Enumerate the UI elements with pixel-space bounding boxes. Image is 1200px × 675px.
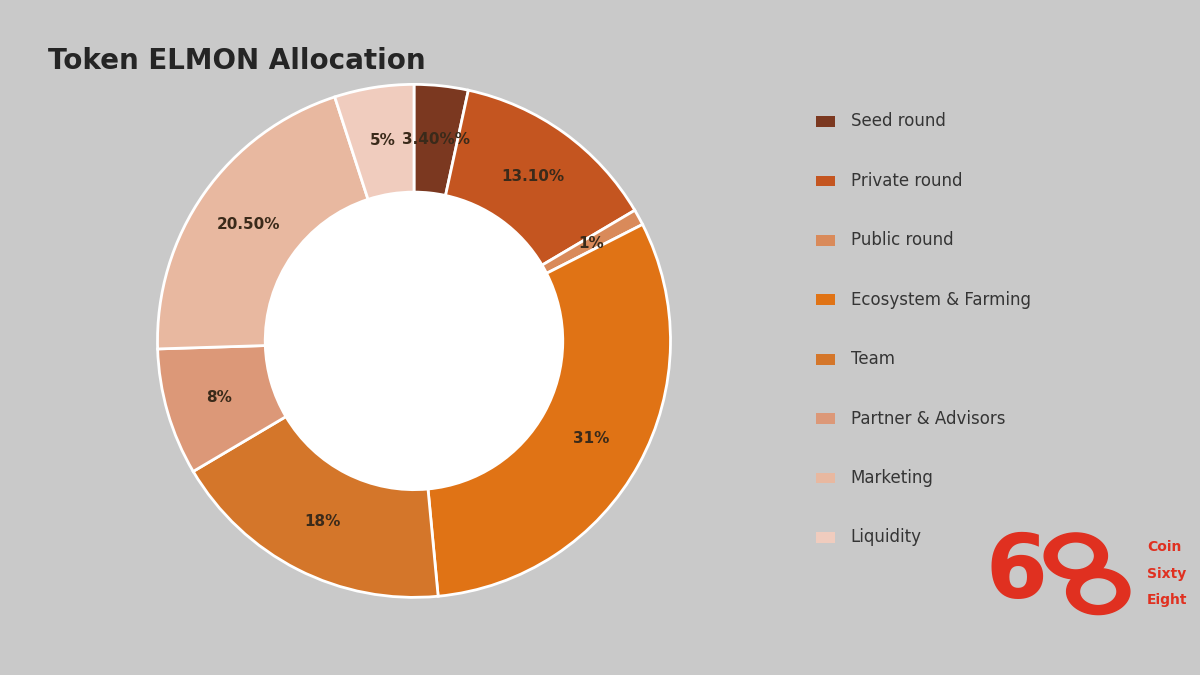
Polygon shape <box>1044 533 1108 579</box>
Polygon shape <box>1067 568 1130 614</box>
Text: Liquidity: Liquidity <box>851 529 922 546</box>
Text: Private round: Private round <box>851 172 962 190</box>
Wedge shape <box>157 97 368 349</box>
Text: 6: 6 <box>985 531 1048 617</box>
Wedge shape <box>335 84 414 199</box>
Polygon shape <box>1058 543 1093 568</box>
Wedge shape <box>193 416 438 597</box>
Text: 1%: 1% <box>578 236 605 250</box>
Wedge shape <box>414 84 468 196</box>
Text: Partner & Advisors: Partner & Advisors <box>851 410 1006 427</box>
Text: 13.10%: 13.10% <box>502 169 564 184</box>
Wedge shape <box>157 346 286 471</box>
Text: Ecosystem & Farming: Ecosystem & Farming <box>851 291 1031 308</box>
Text: 20.50%: 20.50% <box>216 217 280 232</box>
Wedge shape <box>542 211 642 273</box>
Text: Token ELMON Allocation: Token ELMON Allocation <box>48 47 426 75</box>
Text: Sixty: Sixty <box>1147 567 1187 580</box>
Text: Seed round: Seed round <box>851 113 946 130</box>
Wedge shape <box>445 90 635 265</box>
Circle shape <box>265 192 563 489</box>
Text: Team: Team <box>851 350 895 368</box>
Text: 18%: 18% <box>304 514 340 529</box>
Text: 3.40%%: 3.40%% <box>402 132 469 147</box>
Text: 5%: 5% <box>370 133 395 148</box>
Text: Marketing: Marketing <box>851 469 934 487</box>
Text: Eight: Eight <box>1147 593 1188 608</box>
Text: Coin: Coin <box>1147 540 1182 554</box>
Text: 31%: 31% <box>574 431 610 446</box>
Polygon shape <box>1081 579 1116 604</box>
Text: 8%: 8% <box>206 390 233 405</box>
Text: Public round: Public round <box>851 232 954 249</box>
Wedge shape <box>428 224 671 596</box>
